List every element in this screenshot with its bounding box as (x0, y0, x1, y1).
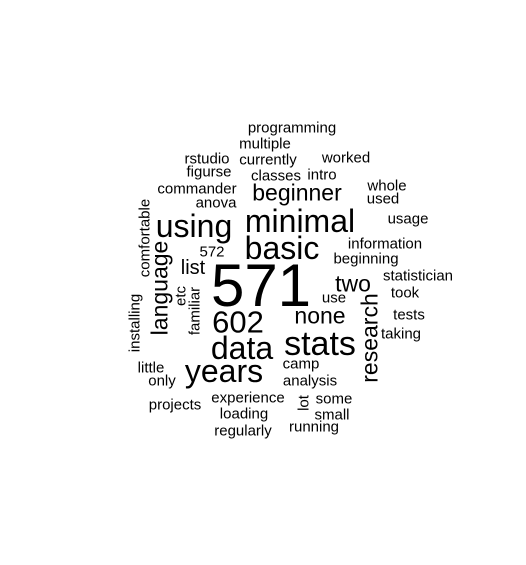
word: basic (244, 230, 320, 266)
word: familiar (186, 286, 204, 336)
word: research (356, 293, 383, 383)
word: lot (295, 395, 313, 411)
word: intro (307, 166, 337, 184)
word: some (315, 390, 353, 408)
word: 602 (212, 304, 264, 340)
word: none (294, 302, 346, 329)
word: using (155, 208, 233, 244)
word: beginning (333, 250, 399, 268)
word: little (137, 359, 165, 377)
word: small (314, 406, 350, 424)
word: multiple (239, 135, 291, 153)
word: use (321, 289, 347, 307)
word: beginner (252, 179, 342, 206)
word: stats (284, 325, 356, 363)
word: analysis (282, 372, 338, 390)
word: taking (380, 325, 422, 343)
word: commander (157, 180, 237, 198)
word: only (148, 372, 176, 390)
word: information (347, 235, 423, 253)
word: list (180, 257, 206, 279)
word: worked (321, 149, 371, 167)
word: installing (126, 293, 144, 353)
word: minimal (244, 203, 356, 239)
word: used (366, 190, 400, 208)
word: running (288, 418, 340, 436)
word: tests (393, 306, 425, 324)
word: data (210, 330, 274, 366)
word: currently (239, 151, 297, 169)
word: camp (282, 355, 320, 373)
word: figurse (186, 163, 232, 181)
word: anova (195, 194, 237, 212)
word: loading (219, 405, 269, 423)
word: regularly (214, 422, 272, 440)
word: 572 (199, 243, 225, 261)
word: usage (387, 210, 429, 228)
word: statistician (382, 267, 454, 285)
word: projects (148, 396, 202, 414)
word: two (335, 270, 371, 297)
word: took (390, 284, 420, 302)
word: classes (250, 167, 302, 185)
word: 571 (210, 252, 312, 319)
word: rstudio (184, 150, 230, 168)
word: years (184, 353, 264, 389)
word: whole (367, 177, 407, 195)
word: experience (211, 389, 285, 407)
word: programming (247, 119, 337, 137)
word: comfortable (136, 198, 154, 278)
